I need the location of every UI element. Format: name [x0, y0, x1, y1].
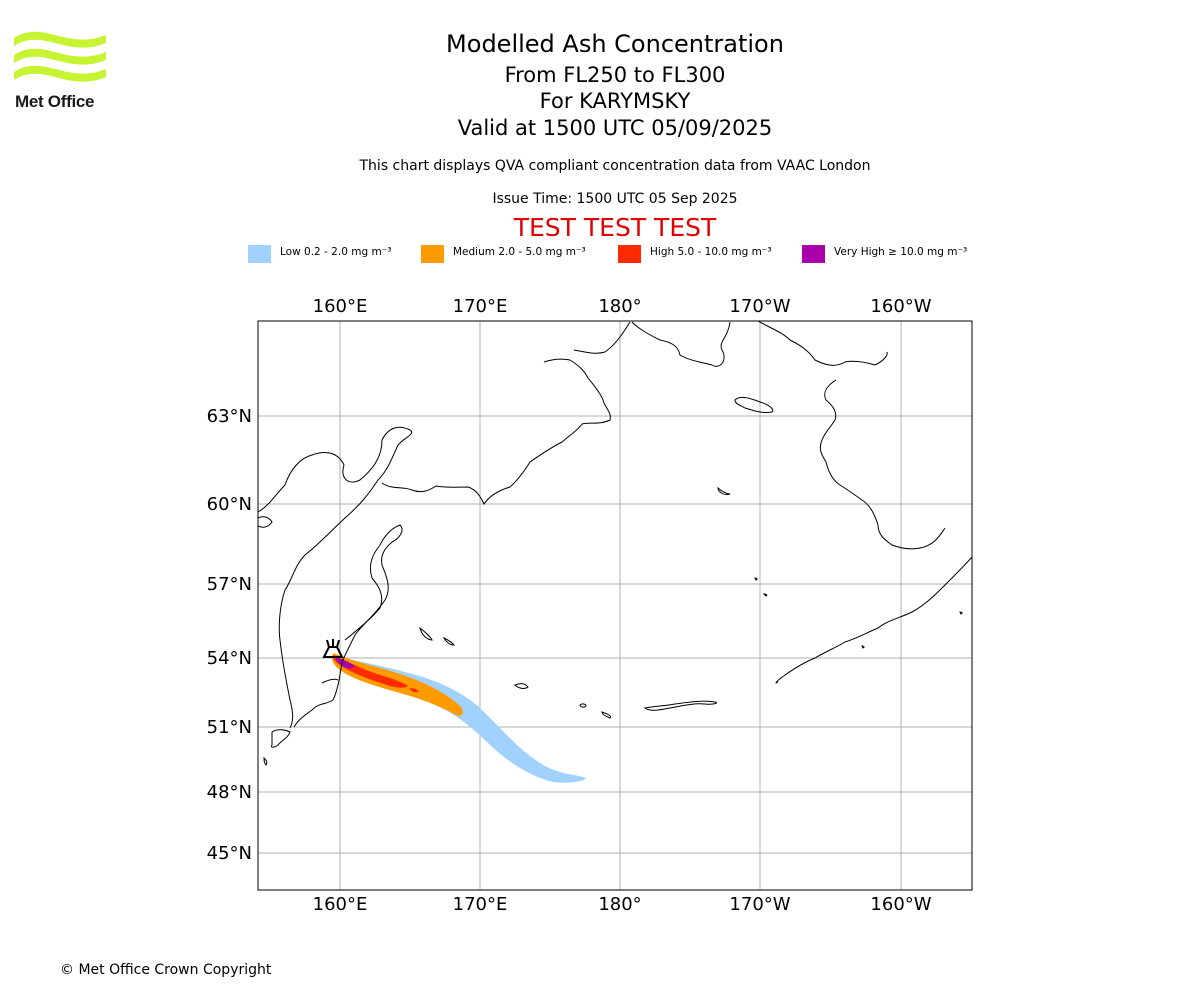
- flight-level-range: From FL250 to FL300: [504, 63, 726, 87]
- volcano-name: For KARYMSKY: [539, 89, 691, 113]
- lat-labels: 63°N 60°N 57°N 54°N 51°N 48°N 45°N: [207, 406, 252, 864]
- lon-label-top: 160°W: [870, 296, 931, 317]
- lat-label: 54°N: [207, 648, 252, 669]
- lon-label-top: 170°E: [453, 296, 508, 317]
- lon-label-bottom: 170°W: [729, 894, 790, 915]
- lon-label-top: 180°: [598, 296, 641, 317]
- ash-very-high-concentration: [335, 657, 355, 669]
- volcano-icon: [322, 639, 344, 658]
- legend-swatch-very-high: [802, 245, 825, 263]
- legend-label-low: Low 0.2 - 2.0 mg m⁻³: [280, 246, 392, 258]
- lon-label-bottom: 160°W: [870, 894, 931, 915]
- lat-label: 63°N: [207, 406, 252, 427]
- met-office-logo: Met Office: [14, 30, 109, 112]
- lon-labels-bottom: 160°E 170°E 180° 170°W 160°W: [313, 894, 932, 915]
- lat-label: 60°N: [207, 494, 252, 515]
- lat-label: 48°N: [207, 782, 252, 803]
- legend-label-very-high: Very High ≥ 10.0 mg m⁻³: [834, 246, 968, 258]
- legend-label-high: High 5.0 - 10.0 mg m⁻³: [650, 246, 772, 258]
- copyright-notice: © Met Office Crown Copyright: [60, 962, 272, 978]
- legend-swatch-high: [618, 245, 641, 263]
- compliance-note: This chart displays QVA compliant concen…: [359, 158, 871, 174]
- ash-high-concentration-spot: [410, 688, 419, 693]
- lon-label-bottom: 160°E: [313, 894, 368, 915]
- coastlines: [258, 321, 972, 766]
- lon-label-top: 160°E: [313, 296, 368, 317]
- lon-label-bottom: 180°: [598, 894, 641, 915]
- ash-plume: [332, 653, 586, 783]
- logo-wordmark: Met Office: [15, 92, 95, 111]
- lon-label-top: 170°W: [729, 296, 790, 317]
- lat-label: 45°N: [207, 843, 252, 864]
- met-office-waves-icon: [14, 31, 106, 82]
- chart-title: Modelled Ash Concentration: [446, 30, 784, 58]
- legend-swatch-medium: [421, 245, 444, 263]
- lat-label: 51°N: [207, 717, 252, 738]
- issue-time: Issue Time: 1500 UTC 05 Sep 2025: [492, 191, 738, 207]
- lat-label: 57°N: [207, 574, 252, 595]
- legend-swatch-low: [248, 245, 271, 263]
- valid-time: Valid at 1500 UTC 05/09/2025: [457, 116, 773, 140]
- lon-labels-top: 160°E 170°E 180° 170°W 160°W: [313, 296, 932, 317]
- map-frame: [257, 320, 973, 891]
- ash-high-concentration: [333, 655, 408, 688]
- test-banner: TEST TEST TEST: [513, 213, 717, 242]
- map-gridlines: [258, 321, 972, 890]
- legend-label-medium: Medium 2.0 - 5.0 mg m⁻³: [453, 246, 586, 258]
- lon-label-bottom: 170°E: [453, 894, 508, 915]
